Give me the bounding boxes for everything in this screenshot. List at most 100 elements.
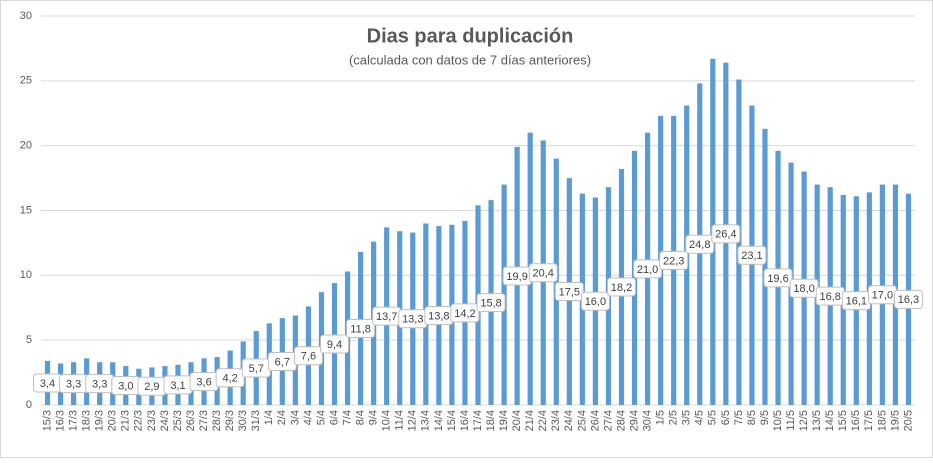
x-tick-label: 1/4	[263, 410, 275, 425]
data-label-box	[763, 268, 793, 288]
x-tick-label: 12/4	[407, 410, 419, 431]
x-tick-label: 14/4	[433, 410, 445, 431]
data-label: 14,2	[454, 308, 475, 320]
data-label: 2,9	[144, 381, 159, 393]
x-tick-label: 12/5	[798, 410, 810, 431]
x-tick-label: 19/3	[94, 410, 106, 431]
x-tick-label: 10/4	[381, 410, 393, 431]
x-tick-label: 25/3	[172, 410, 184, 431]
x-tick-label: 13/4	[420, 410, 432, 431]
x-tick-label: 20/5	[902, 410, 914, 431]
x-tick-label: 28/3	[211, 410, 223, 431]
data-label-box	[528, 263, 558, 283]
x-tick-label: 30/3	[237, 410, 249, 431]
data-label: 17,5	[559, 286, 580, 298]
bar	[553, 158, 559, 405]
data-label-box	[450, 303, 480, 323]
x-tick-label: 21/4	[524, 410, 536, 431]
x-tick-label: 17/5	[863, 410, 875, 431]
x-tick-label: 24/4	[563, 410, 575, 431]
x-tick-label: 2/5	[668, 410, 680, 425]
x-tick-label: 23/3	[146, 410, 158, 431]
y-tick-label: 5	[26, 334, 32, 346]
y-tick-label: 0	[26, 399, 32, 411]
x-tick-label: 23/4	[550, 410, 562, 431]
data-label: 3,1	[170, 380, 185, 392]
bar	[631, 150, 638, 405]
x-tick-label: 20/4	[511, 410, 523, 431]
x-tick-label: 15/5	[837, 410, 849, 431]
data-label: 3,4	[40, 378, 55, 390]
x-tick-label: 5/5	[707, 410, 719, 425]
x-tick-label: 11/4	[394, 410, 406, 431]
x-tick-label: 6/5	[720, 410, 732, 425]
x-tick-label: 8/4	[355, 410, 367, 425]
data-label: 13,3	[402, 314, 423, 326]
data-label: 22,3	[663, 255, 684, 267]
x-tick-label: 9/5	[759, 410, 771, 425]
x-tick-label: 18/5	[876, 410, 888, 431]
data-label: 17,0	[872, 290, 893, 302]
x-tick-label: 28/4	[615, 410, 627, 431]
data-label-box	[476, 293, 506, 313]
x-tick-label: 30/4	[641, 410, 653, 431]
data-label: 19,6	[767, 273, 788, 285]
data-label-box	[711, 224, 741, 244]
data-label: 20,4	[533, 268, 554, 280]
data-label: 15,8	[480, 297, 501, 309]
data-label-box	[580, 291, 610, 311]
x-tick-label: 29/3	[224, 410, 236, 431]
data-label-box	[554, 282, 584, 302]
x-tick-label: 15/4	[446, 410, 458, 431]
data-label: 16,3	[898, 294, 919, 306]
data-label: 6,7	[275, 356, 290, 368]
x-tick-label: 1/5	[655, 410, 667, 425]
data-label: 3,0	[118, 380, 133, 392]
x-tick-label: 18/4	[485, 410, 497, 431]
data-label: 19,9	[506, 271, 527, 283]
data-label: 23,1	[741, 250, 762, 262]
data-label: 24,8	[689, 239, 710, 251]
data-label: 3,3	[66, 379, 81, 391]
x-tick-label: 2/4	[276, 410, 288, 425]
x-tick-label: 19/4	[498, 410, 510, 431]
data-label-box	[893, 289, 923, 309]
data-label: 3,3	[92, 379, 107, 391]
y-tick-label: 30	[20, 10, 32, 22]
x-tick-label: 21/3	[120, 410, 132, 431]
y-tick-label: 15	[20, 204, 32, 216]
data-label: 4,2	[223, 373, 238, 385]
x-tick-label: 25/4	[576, 410, 588, 431]
x-tick-label: 19/5	[889, 410, 901, 431]
x-tick-label: 26/4	[589, 410, 601, 431]
x-tick-label: 17/4	[472, 410, 484, 431]
data-label-box	[685, 234, 715, 254]
y-tick-label: 10	[20, 269, 32, 281]
x-tick-label: 24/3	[159, 410, 171, 431]
data-label: 18,0	[793, 283, 814, 295]
x-tick-label: 8/5	[746, 410, 758, 425]
x-tick-label: 27/3	[198, 410, 210, 431]
x-tick-label: 7/5	[733, 410, 745, 425]
y-tick-label: 25	[20, 75, 32, 87]
x-tick-label: 15/3	[41, 410, 53, 431]
data-label: 9,4	[327, 339, 342, 351]
x-tick-label: 27/4	[602, 410, 614, 431]
x-tick-label: 29/4	[628, 410, 640, 431]
y-tick-label: 20	[20, 140, 32, 152]
chart-subtitle: (calculada con datos de 7 días anteriore…	[349, 52, 591, 67]
data-label: 11,8	[350, 323, 371, 335]
data-label: 3,6	[196, 377, 211, 389]
x-tick-label: 22/4	[537, 410, 549, 431]
x-tick-label: 4/4	[302, 410, 314, 425]
x-tick-label: 16/4	[459, 410, 471, 431]
data-label: 5,7	[249, 363, 264, 375]
x-tick-label: 4/5	[694, 410, 706, 425]
x-tick-label: 14/5	[824, 410, 836, 431]
data-label: 13,7	[376, 311, 397, 323]
data-label: 21,0	[637, 264, 658, 276]
data-label-box	[215, 368, 245, 388]
data-label-box	[320, 334, 350, 354]
data-label: 13,8	[428, 310, 449, 322]
x-tick-label: 17/3	[68, 410, 80, 431]
